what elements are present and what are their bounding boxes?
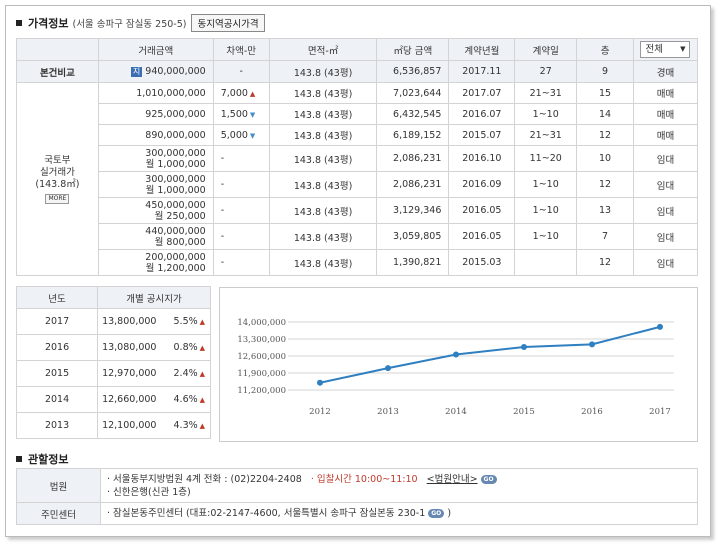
col-contract-day: 계약일 [514, 38, 578, 61]
data-point [657, 323, 663, 330]
court-label: 법원 [16, 468, 101, 503]
court-row: 법원 · 서울동부지방법원 4계 전화 : (02)2204-2408 · 입찰… [16, 468, 698, 503]
x-tick-label: 2017 [649, 407, 671, 417]
table-row: 2013 12,100,000 4.3% ▲ [15, 412, 211, 439]
caret-down-icon: ▼ [680, 45, 686, 53]
data-point [317, 379, 323, 386]
arrow-up-icon: ▲ [199, 396, 206, 404]
land-price-table: 년도 개별 공시지가 2017 13,800,000 5.5% ▲ 2016 13,0… [15, 286, 211, 439]
table-row: 200,000,000 월 1,200,000 - 143.8 (43평) 1,3… [17, 249, 699, 276]
address-text: (서울 송파구 잠실동 250-5) [72, 19, 187, 30]
arrow-up-icon: ▲ [199, 422, 206, 430]
jurisdiction-header: 관할정보 [16, 451, 68, 467]
x-tick-label: 2015 [513, 407, 535, 417]
section-title: 관할정보 [28, 453, 69, 466]
table-row: 2015 12,970,000 2.4% ▲ [15, 360, 211, 387]
table-row: 450,000,000 월 250,000 - 143.8 (43평) 3,129… [17, 197, 699, 224]
transaction-table: 거래금액 차액-만 면적-㎡ ㎡당 금액 계약년월 계약일 층 전체 ▼ 본건비교… [16, 38, 699, 276]
table-row: 440,000,000 월 800,000 - 143.8 (43평) 3,059… [17, 223, 699, 250]
go-button[interactable]: GO [480, 474, 497, 484]
col-unit-price: ㎡당 금액 [376, 38, 450, 61]
bullet-square-icon [16, 456, 22, 462]
type-filter-select[interactable]: 전체 ▼ [640, 41, 691, 58]
price-info-header: 가격정보 (서울 송파구 잠실동 250-5) 동지역공시가격 [16, 14, 265, 32]
col-diff: 차액-만 [212, 38, 270, 61]
table-row: 2016 13,080,000 0.8% ▲ [15, 334, 211, 361]
table-row: 300,000,000 월 1,000,000 - 143.8 (43평) 2,0… [17, 145, 699, 172]
arrow-up-icon: ▲ [249, 89, 256, 98]
data-point [589, 341, 595, 348]
col-price: 거래금액 [97, 38, 214, 61]
data-point [453, 351, 459, 358]
x-tick-label: 2013 [377, 407, 399, 417]
x-tick-label: 2014 [445, 407, 467, 417]
land-price-chart: 14,000,000 13,300,000 12,600,000 11,900,000… [219, 287, 698, 442]
col-contract-ym: 계약년월 [448, 38, 516, 61]
bullet-square-icon [16, 20, 22, 26]
arrow-up-icon: ▲ [199, 344, 206, 352]
center-row: 주민센터 · 잠실본동주민센터 (대표:02-2147-4600, 서울특별시 … [16, 502, 698, 525]
more-button[interactable]: MORE [45, 193, 70, 204]
arrow-down-icon: ▼ [249, 131, 256, 140]
section-title: 가격정보 [28, 17, 69, 30]
data-point [385, 365, 391, 372]
compare-label: 본건비교 [16, 60, 99, 83]
arrow-down-icon: ▼ [249, 110, 256, 119]
go-button[interactable]: GO [428, 509, 445, 518]
arrow-up-icon: ▲ [199, 370, 206, 378]
x-tick-label: 2012 [309, 407, 331, 417]
jurisdiction-table: 법원 · 서울동부지방법원 4계 전화 : (02)2204-2408 · 입찰… [16, 468, 698, 525]
y-tick-label: 12,600,000 [237, 352, 286, 362]
arrow-up-icon: ▲ [199, 318, 206, 326]
col-area: 면적-㎡ [268, 38, 378, 61]
table-row: 890,000,000 5,000 ▼ 143.8 (43평) 6,189,152… [17, 124, 699, 146]
auction-tag: 지 [130, 67, 143, 77]
y-tick-label: 11,900,000 [237, 369, 286, 379]
data-point [521, 344, 527, 351]
series-line [319, 325, 661, 384]
compare-row: 본건비교 지 940,000,000 - 143.8 (43평) 6,536,85… [16, 60, 699, 83]
col-land-price: 개별 공시지가 [97, 286, 211, 309]
table-row: 925,000,000 1,500 ▼ 143.8 (43평) 6,432,545… [17, 103, 699, 125]
molit-label: 국토부 실거래가 (143.8㎡) MORE [16, 82, 99, 276]
y-tick-label: 14,000,000 [237, 318, 286, 328]
y-tick-label: 13,300,000 [237, 335, 286, 345]
table-row: 300,000,000 월 1,000,000 - 143.8 (43평) 2,0… [17, 171, 699, 198]
table-row: 2017 13,800,000 5.5% ▲ [15, 308, 211, 335]
col-floor: 층 [576, 38, 634, 61]
x-tick-label: 2016 [581, 407, 603, 417]
region-price-button[interactable]: 동지역공시가격 [191, 14, 265, 32]
court-info-link[interactable]: <법원안내> [426, 473, 478, 485]
table-row: 국토부 실거래가 (143.8㎡) MORE 1,010,000,000 7,0… [16, 82, 699, 276]
land-price-chart-svg: 14,000,000 13,300,000 12,600,000 11,900,000… [237, 318, 674, 417]
col-year: 년도 [15, 286, 99, 309]
center-label: 주민센터 [16, 502, 101, 525]
y-tick-label: 11,200,000 [237, 386, 286, 396]
table-row: 2014 12,660,000 4.6% ▲ [15, 386, 211, 413]
